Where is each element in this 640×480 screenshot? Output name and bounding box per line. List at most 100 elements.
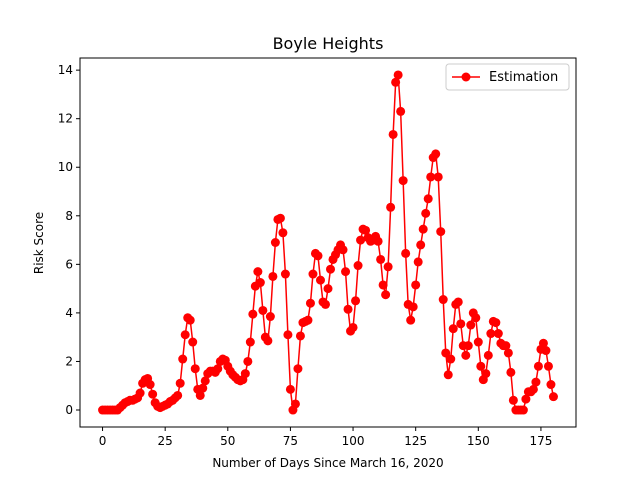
data-point bbox=[471, 313, 481, 323]
x-tick-label: 125 bbox=[404, 434, 427, 448]
data-point bbox=[531, 377, 541, 387]
data-point bbox=[391, 77, 401, 87]
y-tick-label: 12 bbox=[58, 112, 73, 126]
x-tick-label: 75 bbox=[283, 434, 298, 448]
data-point bbox=[456, 319, 466, 329]
data-point bbox=[253, 267, 263, 277]
series-layer bbox=[98, 70, 558, 415]
data-point bbox=[285, 384, 295, 394]
x-tick-label: 25 bbox=[158, 434, 173, 448]
data-point bbox=[493, 329, 503, 339]
data-point bbox=[386, 202, 396, 212]
data-point bbox=[381, 290, 391, 300]
data-point bbox=[148, 389, 158, 399]
y-tick-label: 6 bbox=[65, 257, 73, 271]
data-point bbox=[278, 228, 288, 238]
data-point bbox=[448, 324, 458, 334]
data-point bbox=[388, 129, 398, 139]
data-point bbox=[461, 350, 471, 360]
data-point bbox=[348, 322, 358, 332]
data-point bbox=[373, 236, 383, 246]
x-axis: 0 25 50 75 100 125 150 175 bbox=[99, 427, 552, 448]
data-point bbox=[438, 295, 448, 305]
data-point bbox=[200, 376, 210, 386]
data-point bbox=[295, 331, 305, 341]
data-point bbox=[361, 225, 371, 235]
data-point bbox=[173, 390, 183, 400]
data-point bbox=[180, 330, 190, 340]
data-point bbox=[190, 364, 200, 374]
data-point bbox=[443, 370, 453, 380]
data-point bbox=[533, 361, 543, 371]
y-tick-label: 4 bbox=[65, 306, 73, 320]
data-point bbox=[338, 245, 348, 255]
data-point bbox=[481, 369, 491, 379]
data-point bbox=[453, 297, 463, 307]
y-axis-label: Risk Score bbox=[32, 212, 46, 274]
y-tick-label: 10 bbox=[58, 160, 73, 174]
data-point bbox=[341, 267, 351, 277]
data-point bbox=[268, 271, 278, 281]
data-point bbox=[195, 390, 205, 400]
data-point bbox=[305, 298, 315, 308]
data-point bbox=[303, 315, 313, 325]
y-tick-label: 8 bbox=[65, 209, 73, 223]
data-point bbox=[185, 315, 195, 325]
chart-title: Boyle Heights bbox=[273, 34, 384, 53]
data-point bbox=[243, 356, 253, 366]
data-point bbox=[293, 364, 303, 374]
data-point bbox=[398, 176, 408, 186]
data-point bbox=[501, 341, 511, 351]
data-point bbox=[240, 369, 250, 379]
data-point bbox=[486, 329, 496, 339]
data-point bbox=[503, 348, 513, 358]
data-point bbox=[396, 106, 406, 116]
data-point bbox=[518, 405, 528, 415]
data-point bbox=[378, 280, 388, 290]
data-point bbox=[521, 394, 531, 404]
data-point bbox=[506, 367, 516, 377]
x-tick-label: 0 bbox=[99, 434, 107, 448]
data-point bbox=[431, 149, 441, 159]
data-point bbox=[546, 380, 556, 390]
data-point bbox=[528, 384, 538, 394]
data-point bbox=[413, 257, 423, 267]
data-point bbox=[198, 383, 208, 393]
data-point bbox=[483, 350, 493, 360]
data-point bbox=[353, 261, 363, 271]
x-tick-label: 100 bbox=[342, 434, 365, 448]
data-point bbox=[175, 378, 185, 388]
data-point bbox=[491, 318, 501, 328]
data-point bbox=[356, 235, 366, 245]
data-point bbox=[313, 251, 323, 261]
data-point bbox=[145, 380, 155, 390]
data-point bbox=[280, 269, 290, 279]
data-point bbox=[383, 262, 393, 272]
data-point bbox=[376, 254, 386, 264]
data-point bbox=[320, 299, 330, 309]
data-point bbox=[548, 392, 558, 402]
data-point bbox=[270, 238, 280, 247]
data-point bbox=[541, 346, 551, 356]
data-point bbox=[245, 337, 255, 347]
data-point bbox=[258, 305, 268, 315]
legend-marker-swatch bbox=[461, 72, 471, 82]
data-point bbox=[406, 315, 416, 325]
data-point bbox=[248, 309, 258, 319]
data-point bbox=[508, 395, 518, 405]
legend-label-estimation: Estimation bbox=[489, 70, 558, 85]
data-point bbox=[543, 361, 553, 371]
data-point bbox=[538, 338, 548, 348]
data-point bbox=[411, 280, 421, 290]
data-point bbox=[433, 172, 443, 182]
data-point bbox=[418, 224, 428, 234]
data-point bbox=[393, 70, 403, 80]
data-point bbox=[263, 336, 273, 346]
data-point bbox=[401, 248, 411, 258]
data-point bbox=[255, 278, 265, 288]
legend-box bbox=[445, 63, 570, 91]
data-point bbox=[326, 264, 336, 274]
plot-frame bbox=[79, 57, 577, 428]
data-point bbox=[308, 269, 318, 279]
